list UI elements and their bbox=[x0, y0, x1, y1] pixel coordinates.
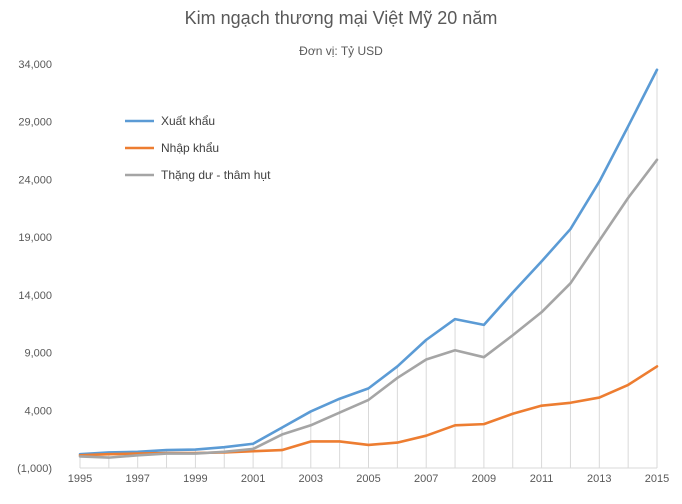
chart-title: Kim ngạch thương mại Việt Mỹ 20 năm bbox=[184, 8, 498, 28]
x-tick-label: 1995 bbox=[68, 473, 92, 485]
x-tick-label: 1999 bbox=[183, 473, 207, 485]
series-line bbox=[78, 158, 659, 459]
x-tick-label: 2001 bbox=[241, 473, 265, 485]
series-line bbox=[78, 68, 659, 456]
y-tick-label: 29,000 bbox=[18, 117, 52, 129]
legend-label: Nhập khẩu bbox=[161, 141, 219, 155]
x-tick-label: 2005 bbox=[356, 473, 380, 485]
x-tick-label: 1997 bbox=[125, 473, 149, 485]
legend-label: Xuất khẩu bbox=[161, 114, 215, 128]
y-tick-label: 24,000 bbox=[18, 174, 52, 186]
x-tick-label: 2013 bbox=[587, 473, 611, 485]
y-tick-label: 4,000 bbox=[24, 405, 52, 417]
x-tick-label: 2009 bbox=[472, 473, 496, 485]
x-tick-label: 2003 bbox=[299, 473, 323, 485]
y-tick-label: 14,000 bbox=[18, 290, 52, 302]
legend-label: Thặng dư - thâm hụt bbox=[161, 168, 271, 182]
x-tick-label: 2007 bbox=[414, 473, 438, 485]
y-tick-label: 34,000 bbox=[18, 59, 52, 71]
x-tick-label: 2011 bbox=[530, 473, 554, 485]
y-tick-label: 9,000 bbox=[24, 348, 52, 360]
y-tick-label: 19,000 bbox=[18, 232, 52, 244]
y-tick-label: (1,000) bbox=[17, 463, 52, 475]
x-tick-label: 2015 bbox=[645, 473, 669, 485]
chart-subtitle: Đơn vị: Tỷ USD bbox=[299, 44, 383, 58]
